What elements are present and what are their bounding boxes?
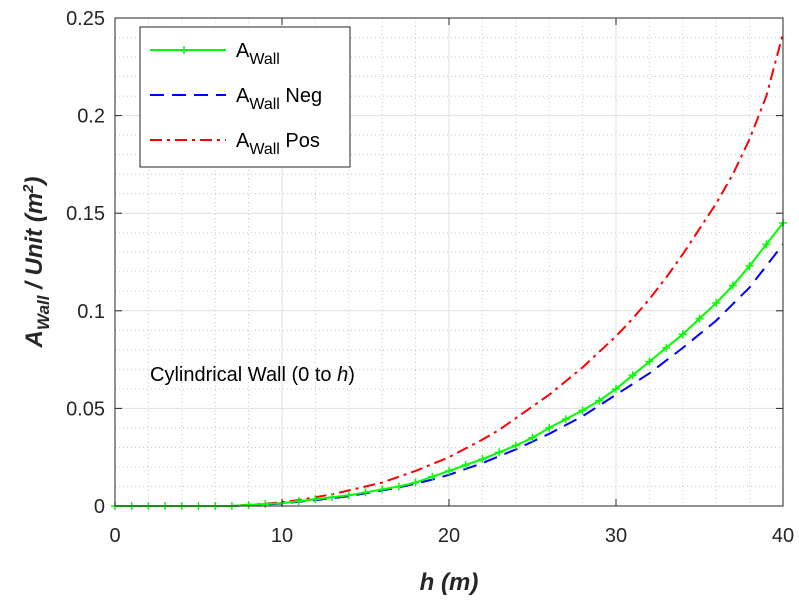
annotation-text: Cylindrical Wall (0 to (150, 364, 337, 386)
x-tick-label: 10 (271, 525, 293, 547)
series-point (495, 448, 504, 457)
x-tick-label: 30 (605, 525, 627, 547)
legend-label: AWall Pos (236, 130, 320, 158)
x-axis-label-unit: (m) (434, 569, 478, 596)
series-point (628, 371, 637, 380)
series-point (762, 240, 771, 249)
legend-item: AWall (150, 40, 280, 68)
y-tick-label: 0.25 (66, 8, 105, 30)
series-point (411, 478, 420, 487)
series-point (662, 343, 671, 352)
legend-items: AWall AWall Neg AWall Pos (150, 40, 322, 158)
legend-item: AWall Neg (150, 85, 322, 113)
series-point (244, 501, 253, 510)
series-point (595, 396, 604, 405)
series-point (645, 357, 654, 366)
x-tick-label: 0 (109, 525, 120, 547)
minor-grid (115, 18, 783, 506)
series-point (745, 261, 754, 270)
annotation: Cylindrical Wall (0 to h) (150, 364, 355, 386)
series-point (261, 500, 270, 509)
y-tick-labels: 0 0.05 0.1 0.15 0.2 0.25 (66, 8, 105, 518)
y-axis-label: AWall / Unit (m2) (20, 177, 53, 349)
y-tick-label: 0.1 (77, 301, 105, 323)
x-tick-labels: 0 10 20 30 40 (109, 525, 794, 547)
y-axis-label-base: A (21, 330, 48, 348)
annotation-end: ) (348, 364, 355, 386)
legend-label: AWall Neg (236, 85, 322, 113)
tick-marks (114, 17, 784, 507)
series-point (612, 384, 620, 393)
y-tick-label: 0 (94, 496, 105, 518)
series-point (678, 330, 687, 339)
y-tick-label: 0.2 (77, 106, 105, 128)
x-axis-label-var: h (420, 569, 435, 596)
series-point (561, 415, 570, 424)
x-axis-label: h (m) (420, 569, 479, 596)
y-axis-label-mid: / Unit (m (21, 193, 48, 296)
y-tick-label: 0.05 (66, 398, 105, 420)
legend-item: AWall Pos (150, 130, 320, 158)
y-axis-label-end: ) (21, 177, 48, 188)
series-point (712, 298, 721, 307)
y-tick-label: 0.15 (66, 203, 105, 225)
x-tick-label: 20 (438, 525, 460, 547)
series-point (394, 482, 403, 491)
series-point (311, 495, 320, 504)
series-point (428, 472, 437, 481)
series-point (728, 281, 737, 290)
series-point (445, 466, 453, 475)
legend-label: AWall (236, 40, 280, 68)
legend: AWall AWall Neg AWall Pos (139, 26, 351, 168)
series-point (378, 485, 387, 494)
y-axis-label-sub: Wall (34, 294, 53, 330)
series-point (528, 433, 537, 442)
series-point (461, 461, 470, 470)
series-point (545, 423, 554, 432)
series-point (511, 441, 520, 450)
series-point (695, 314, 704, 323)
series-point (478, 455, 487, 464)
y-axis-label-sup: 2 (20, 184, 37, 194)
series-point (578, 406, 587, 415)
series-point (344, 491, 353, 500)
series-point (361, 488, 370, 497)
annotation-italic: h (337, 364, 348, 386)
series-point (328, 493, 337, 502)
x-tick-label: 40 (772, 525, 794, 547)
series-point (294, 497, 303, 506)
